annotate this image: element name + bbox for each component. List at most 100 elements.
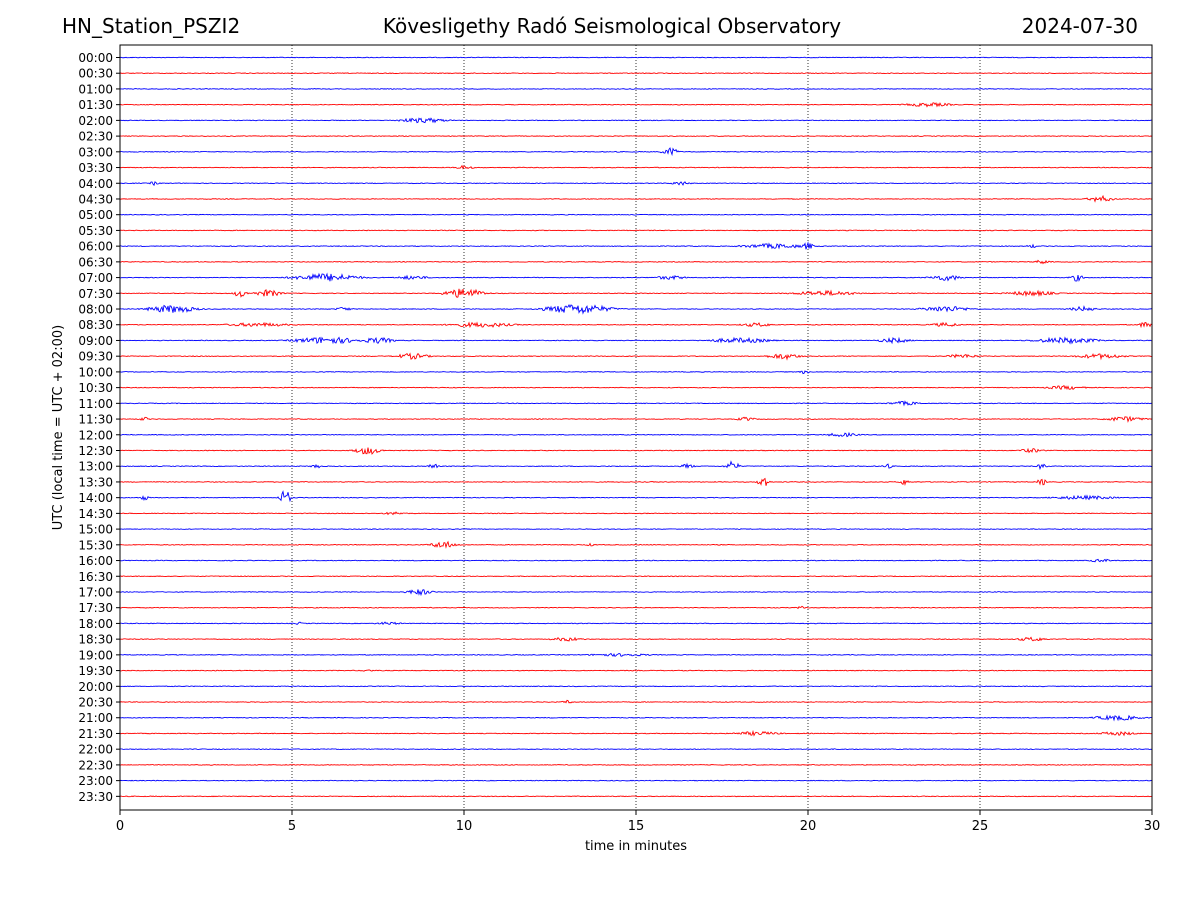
y-tick-label: 12:00	[78, 428, 113, 442]
trace-line	[119, 477, 1153, 486]
y-tick-label: 23:00	[78, 774, 113, 788]
y-tick-label: 23:30	[78, 790, 113, 804]
trace-line	[119, 605, 1153, 610]
trace-line	[119, 652, 1153, 657]
x-tick-label: 25	[972, 819, 989, 834]
y-tick-label: 13:30	[78, 475, 113, 489]
x-tick-label: 20	[800, 819, 817, 834]
y-tick-label: 17:00	[78, 585, 113, 599]
trace-line	[119, 88, 1153, 90]
y-tick-label: 01:00	[78, 82, 113, 96]
trace-line	[119, 431, 1153, 438]
trace-line	[119, 621, 1153, 626]
y-tick-label: 13:00	[78, 460, 113, 474]
y-tick-label: 05:00	[78, 208, 113, 222]
trace-line	[119, 135, 1153, 137]
y-tick-label: 12:30	[78, 444, 113, 458]
trace-line	[119, 56, 1153, 59]
trace-line	[119, 304, 1153, 315]
y-tick-label: 00:00	[78, 51, 113, 65]
station-title: HN_Station_PSZI2	[62, 14, 241, 38]
y-tick-label: 03:00	[78, 145, 113, 159]
y-tick-label: 10:30	[78, 381, 113, 395]
trace-line	[119, 415, 1153, 423]
y-tick-label: 20:00	[78, 680, 113, 694]
y-tick-label: 09:00	[78, 334, 113, 348]
y-tick-label: 04:00	[78, 177, 113, 191]
trace-line	[119, 575, 1153, 578]
trace-line	[119, 400, 1153, 407]
y-tick-label: 08:00	[78, 303, 113, 317]
x-tick-label: 0	[116, 819, 124, 834]
trace-line	[119, 558, 1153, 563]
trace-line	[119, 748, 1153, 751]
x-axis-label: time in minutes	[585, 839, 687, 854]
y-tick-label: 21:30	[78, 727, 113, 741]
trace-line	[119, 213, 1153, 216]
y-tick-label: 14:00	[78, 491, 113, 505]
x-tick-label: 10	[456, 819, 473, 834]
trace-line	[119, 528, 1153, 530]
y-tick-label: 11:00	[78, 397, 113, 411]
trace-line	[119, 490, 1153, 503]
trace-line	[119, 272, 1153, 282]
trace-line	[119, 147, 1153, 157]
trace-line	[119, 511, 1153, 516]
trace-line	[119, 795, 1153, 798]
y-tick-label: 16:30	[78, 570, 113, 584]
y-tick-label: 04:30	[78, 192, 113, 206]
y-tick-label: 03:30	[78, 161, 113, 175]
y-tick-label: 20:30	[78, 696, 113, 710]
y-tick-label: 07:00	[78, 271, 113, 285]
y-tick-label: 08:30	[78, 318, 113, 332]
trace-line	[119, 460, 1153, 471]
y-tick-label: 18:30	[78, 633, 113, 647]
x-tick-label: 5	[288, 819, 296, 834]
y-tick-label: 22:30	[78, 758, 113, 772]
y-tick-label: 21:00	[78, 711, 113, 725]
trace-line	[119, 288, 1153, 298]
y-tick-label: 19:00	[78, 648, 113, 662]
trace-line	[119, 336, 1153, 345]
y-tick-label: 02:30	[78, 130, 113, 144]
trace-line	[119, 194, 1153, 203]
y-tick-label: 15:00	[78, 523, 113, 537]
y-tick-label: 09:30	[78, 350, 113, 364]
trace-line	[119, 779, 1153, 782]
y-tick-label: 22:00	[78, 743, 113, 757]
y-tick-label: 00:30	[78, 67, 113, 81]
y-tick-label: 14:30	[78, 507, 113, 521]
trace-line	[119, 102, 1153, 108]
trace-line	[119, 685, 1153, 688]
trace-line	[119, 384, 1153, 391]
x-tick-label: 15	[628, 819, 645, 834]
y-tick-label: 01:30	[78, 98, 113, 112]
trace-line	[119, 636, 1153, 642]
y-tick-label: 10:00	[78, 365, 113, 379]
x-tick-label: 30	[1144, 819, 1161, 834]
trace-line	[119, 72, 1153, 75]
y-tick-label: 16:00	[78, 554, 113, 568]
trace-line	[119, 181, 1153, 187]
trace-line	[119, 764, 1153, 766]
trace-line	[119, 714, 1153, 722]
y-tick-label: 05:30	[78, 224, 113, 238]
y-tick-label: 06:00	[78, 240, 113, 254]
y-tick-label: 07:30	[78, 287, 113, 301]
date-title: 2024-07-30	[1021, 14, 1138, 38]
y-tick-label: 18:00	[78, 617, 113, 631]
trace-line	[119, 321, 1153, 329]
trace-line	[119, 540, 1153, 549]
trace-line	[119, 229, 1153, 232]
y-tick-label: 06:30	[78, 255, 113, 269]
y-axis-label: UTC (local time = UTC + 02:00)	[51, 325, 66, 530]
trace-line	[119, 699, 1153, 704]
y-tick-label: 02:00	[78, 114, 113, 128]
trace-line	[119, 447, 1153, 455]
trace-line	[119, 370, 1153, 375]
trace-line	[119, 729, 1153, 737]
trace-line	[119, 164, 1153, 170]
trace-line	[119, 241, 1153, 250]
trace-line	[119, 589, 1153, 597]
